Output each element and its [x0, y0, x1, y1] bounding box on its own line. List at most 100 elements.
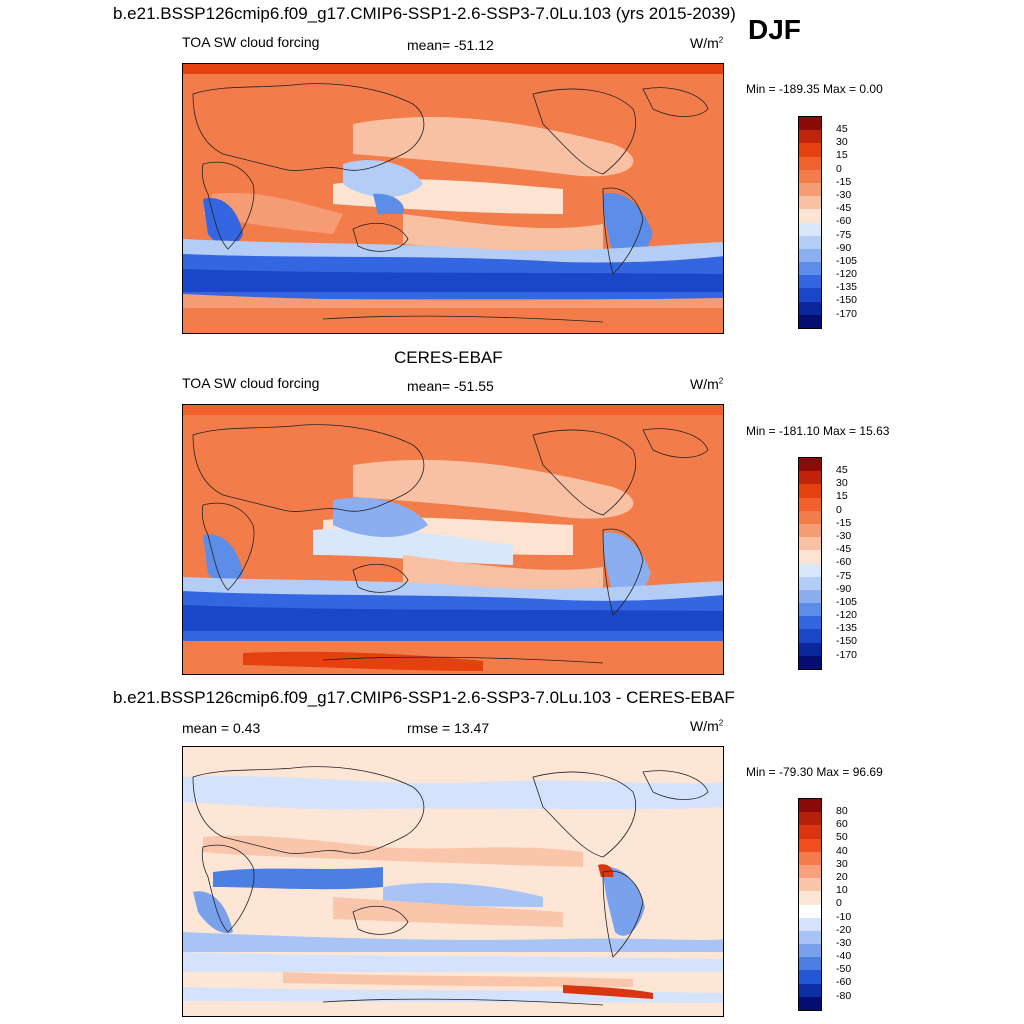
panel3-colorbar-swatch	[799, 957, 821, 971]
panel2-colorbar-swatch	[799, 484, 821, 498]
panel1-units: W/m2	[690, 35, 724, 51]
panel1-colorbar-swatch	[799, 288, 821, 302]
colorbar-label: -120	[836, 268, 858, 281]
panel1-colorbar-swatch	[799, 156, 821, 170]
colorbar-label: -90	[836, 241, 852, 254]
colorbar-label: -135	[836, 622, 858, 635]
panel2-colorbar-swatch	[799, 603, 821, 617]
panel3-colorbar-labels: 80 60 50 40 30 20 10 0 -10 -20 -30 -40 -…	[836, 805, 851, 1003]
panel2-colorbar-swatch	[799, 642, 821, 656]
colorbar-label: 0	[836, 503, 842, 516]
panel3-colorbar-swatch	[799, 904, 821, 918]
colorbar-label: -105	[836, 595, 858, 608]
panel2-colorbar-swatch	[799, 458, 821, 472]
panel1-colorbar-swatch	[799, 314, 821, 328]
panel1-colorbar-swatch	[799, 143, 821, 157]
panel1-colorbar-swatch	[799, 275, 821, 289]
colorbar-label: 30	[836, 857, 848, 870]
panel2-colorbar-swatch	[799, 510, 821, 524]
panel3-map	[182, 746, 724, 1017]
panel2-colorbar-swatch	[799, 576, 821, 590]
colorbar-label: 15	[836, 490, 848, 503]
panel1-mean: mean= -51.12	[407, 37, 494, 53]
colorbar-label: -170	[836, 648, 858, 661]
colorbar-label: 40	[836, 844, 848, 857]
colorbar-label: -150	[836, 294, 858, 307]
panel1-colorbar-swatch	[799, 130, 821, 144]
panel3-colorbar-swatch	[799, 996, 821, 1010]
panel2-colorbar-labels: 45 30 15 0 -15 -30 -45 -60 -75 -90 -105 …	[836, 464, 857, 662]
panel1-colorbar-swatch	[799, 196, 821, 210]
colorbar-label: 45	[836, 123, 848, 135]
panel2-colorbar-swatch	[799, 523, 821, 538]
colorbar-label: -150	[836, 635, 858, 648]
panel1-colorbar-swatch	[799, 235, 821, 249]
colorbar-label: 20	[836, 870, 848, 883]
panel2-colorbar-swatch	[799, 550, 821, 564]
panel3-colorbar-swatch	[799, 825, 821, 839]
colorbar-label: -10	[836, 910, 852, 923]
colorbar-label: 60	[836, 818, 848, 831]
panel1-colorbar-swatch	[799, 222, 821, 236]
panel2-colorbar-swatch	[799, 629, 821, 643]
panel2-variable: TOA SW cloud forcing	[182, 375, 320, 391]
panel1-colorbar-swatch	[799, 169, 821, 183]
panel3-colorbar	[798, 798, 822, 1011]
colorbar-label: 45	[836, 464, 848, 476]
panel2-colorbar-swatch	[799, 537, 821, 551]
panel1-colorbar-swatch	[799, 262, 821, 276]
panel3-title: b.e21.BSSP126cmip6.f09_g17.CMIP6-SSP1-2.…	[113, 688, 735, 707]
panel3-colorbar-swatch	[799, 917, 821, 931]
colorbar-label: -80	[836, 989, 852, 1002]
colorbar-label: -75	[836, 569, 852, 582]
colorbar-label: -15	[836, 516, 852, 529]
colorbar-label: -30	[836, 936, 852, 949]
panel3-colorbar-swatch	[799, 891, 821, 905]
colorbar-label: 80	[836, 805, 848, 817]
panel1-colorbar-swatch	[799, 182, 821, 197]
panel3-colorbar-swatch	[799, 864, 821, 879]
colorbar-label: 30	[836, 477, 848, 490]
panel2-map	[182, 404, 724, 675]
panel3-colorbar-swatch	[799, 944, 821, 958]
colorbar-label: -60	[836, 556, 852, 569]
panel2-colorbar-swatch	[799, 497, 821, 511]
colorbar-label: 30	[836, 136, 848, 149]
panel3-colorbar-swatch	[799, 851, 821, 865]
colorbar-label: 15	[836, 149, 848, 162]
panel3-minmax: Min = -79.30 Max = 96.69	[746, 765, 883, 779]
panel2-colorbar-swatch	[799, 655, 821, 669]
panel3-rmse: rmse = 13.47	[407, 720, 490, 736]
colorbar-label: -20	[836, 923, 852, 936]
panel1-colorbar-swatch	[799, 117, 821, 131]
colorbar-label: -60	[836, 215, 852, 228]
colorbar-label: -30	[836, 529, 852, 542]
panel3-mean: mean = 0.43	[182, 720, 261, 736]
panel1-colorbar-swatch	[799, 301, 821, 315]
colorbar-label: -90	[836, 582, 852, 595]
panel1-variable: TOA SW cloud forcing	[182, 34, 320, 50]
colorbar-label: 10	[836, 884, 848, 897]
colorbar-label: -170	[836, 307, 858, 320]
panel1-colorbar-swatch	[799, 248, 821, 263]
colorbar-label: 0	[836, 897, 842, 910]
panel3-colorbar-swatch	[799, 812, 821, 826]
panel2-units: W/m2	[690, 376, 724, 392]
colorbar-label: -50	[836, 963, 852, 976]
panel2-colorbar-swatch	[799, 589, 821, 604]
colorbar-label: 0	[836, 162, 842, 175]
panel2-minmax: Min = -181.10 Max = 15.63	[746, 424, 890, 438]
season-label: DJF	[748, 14, 801, 45]
panel1-map	[182, 63, 724, 334]
panel3-colorbar-swatch	[799, 930, 821, 945]
panel2-colorbar-swatch	[799, 563, 821, 577]
panel1-title: b.e21.BSSP126cmip6.f09_g17.CMIP6-SSP1-2.…	[113, 4, 736, 23]
colorbar-label: -105	[836, 254, 858, 267]
colorbar-label: 50	[836, 831, 848, 844]
colorbar-label: -40	[836, 950, 852, 963]
panel2-colorbar-swatch	[799, 616, 821, 630]
panel3-units: W/m2	[690, 718, 724, 734]
colorbar-label: -45	[836, 202, 852, 215]
panel1-minmax: Min = -189.35 Max = 0.00	[746, 82, 883, 96]
colorbar-label: -45	[836, 543, 852, 556]
